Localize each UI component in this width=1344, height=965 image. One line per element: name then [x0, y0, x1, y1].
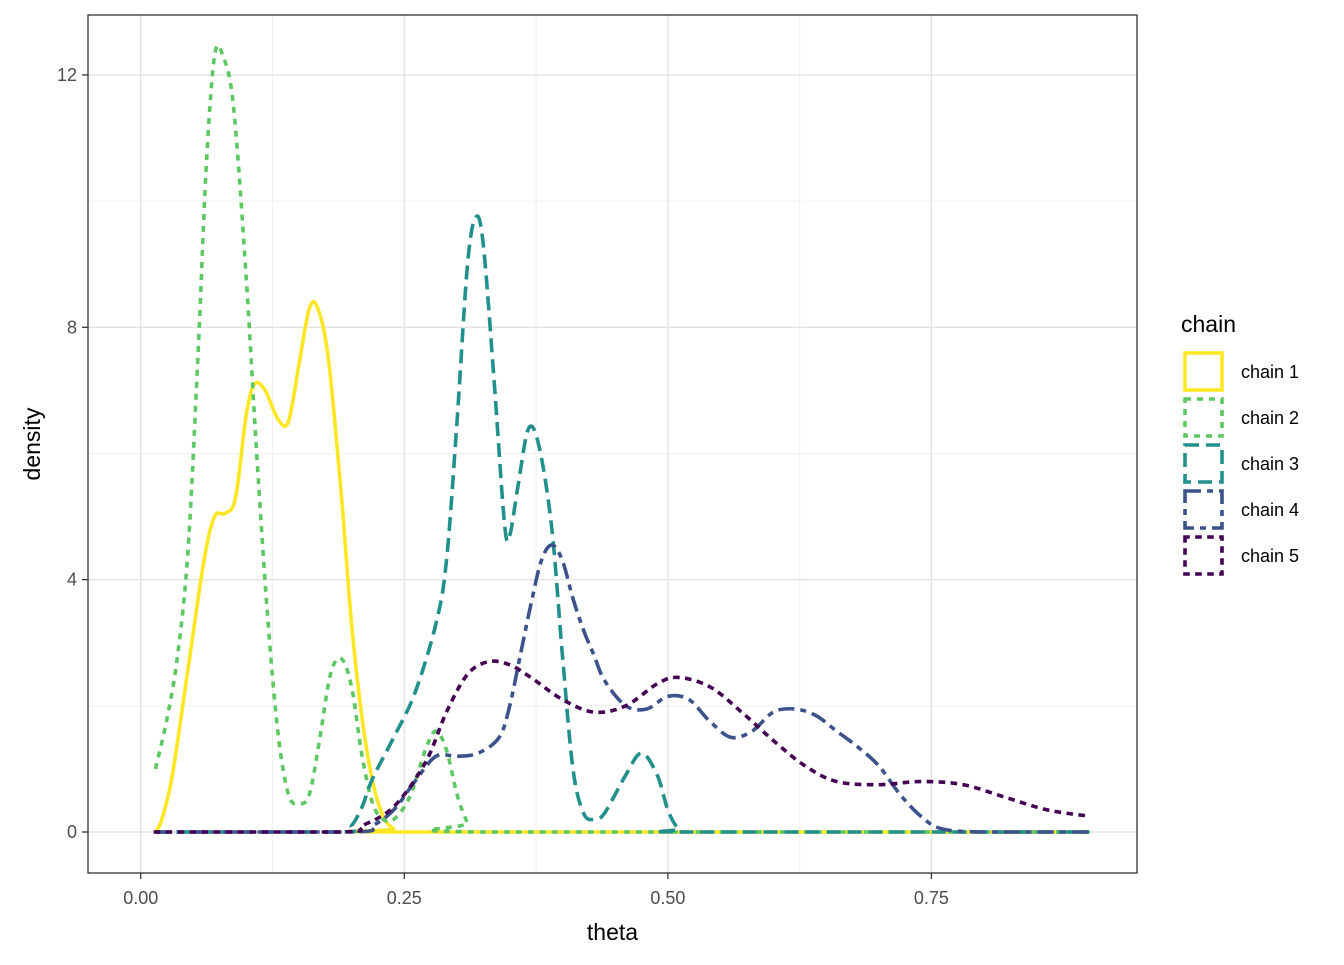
- series-layer: [153, 43, 1092, 834]
- tick-layer: 0.00 0.25 0.50 0.75 0 4 8 12: [57, 65, 949, 908]
- legend-label-chain-2: chain 2: [1241, 408, 1299, 428]
- y-axis-title: density: [19, 407, 45, 480]
- legend-label-chain-1: chain 1: [1241, 362, 1299, 382]
- legend-key-chain-3: [1183, 443, 1224, 484]
- series-line-chain-2: [153, 43, 1090, 834]
- legend-key-chain-4: [1183, 489, 1224, 530]
- series-line-chain-3: [155, 214, 1090, 834]
- legend-items: chain 1 chain 2 chain 3 chain 4 chain 5: [1183, 351, 1299, 576]
- series-line-chain-1: [153, 299, 1090, 834]
- legend-label-chain-3: chain 3: [1241, 454, 1299, 474]
- y-tick-label: 0: [67, 822, 77, 842]
- x-tick-label: 0.75: [914, 888, 949, 908]
- legend-label-chain-5: chain 5: [1241, 546, 1299, 566]
- legend-key-chain-1: [1183, 351, 1224, 392]
- x-axis-title: theta: [587, 919, 638, 945]
- y-tick-label: 4: [67, 570, 77, 590]
- legend-label-chain-4: chain 4: [1241, 500, 1299, 520]
- x-tick-label: 0.50: [650, 888, 685, 908]
- legend-key-chain-2: [1183, 397, 1224, 438]
- grid-layer: [88, 15, 1137, 873]
- series-line-chain-5: [153, 659, 1092, 834]
- series-line-chain-4: [155, 543, 1090, 834]
- legend-title: chain: [1181, 311, 1236, 337]
- legend-key-chain-5: [1183, 535, 1224, 576]
- x-tick-label: 0.25: [387, 888, 422, 908]
- y-tick-label: 8: [67, 317, 77, 337]
- x-tick-label: 0.00: [123, 888, 158, 908]
- panel-border: [87, 14, 1138, 874]
- y-tick-label: 12: [57, 65, 77, 85]
